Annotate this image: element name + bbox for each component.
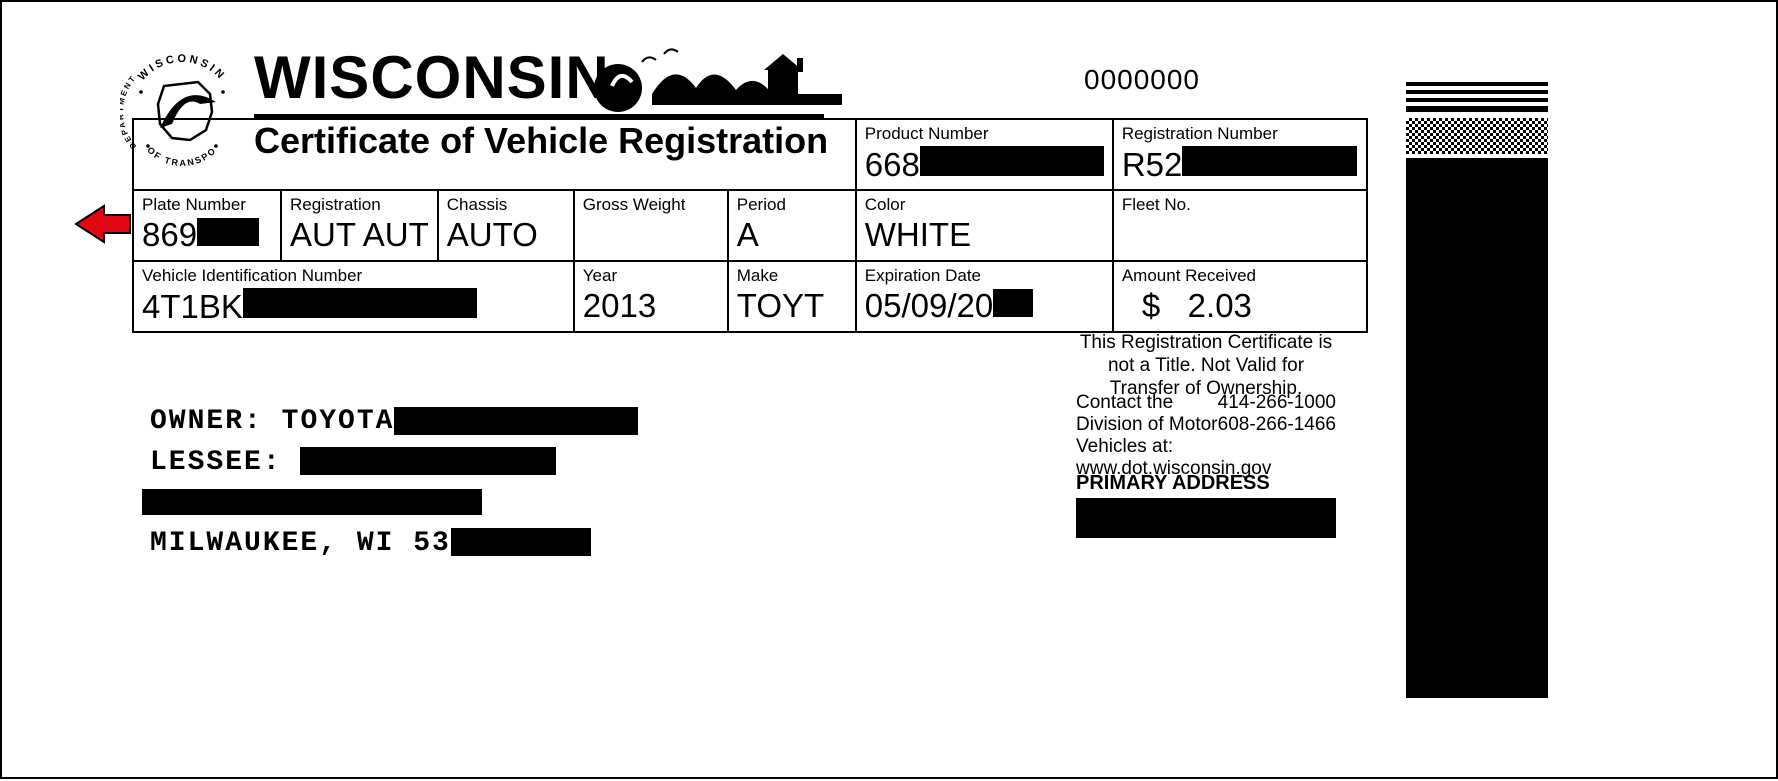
state-name: WISCONSIN xyxy=(254,44,610,111)
field-color: Color WHITE xyxy=(856,190,1113,260)
address-line-1 xyxy=(142,483,638,524)
svg-text:WISCONSIN: WISCONSIN xyxy=(136,53,228,83)
field-product-number: Product Number 668 xyxy=(856,119,1113,190)
field-amount-received: Amount Received $ 2.03 xyxy=(1113,261,1367,332)
field-vin: Vehicle Identification Number 4T1BK xyxy=(133,261,574,332)
primary-address-label: PRIMARY ADDRESS xyxy=(1076,472,1270,495)
owner-lessee-block: OWNER: TOYOTA LESSEE: MILWAUKEE, WI 53 xyxy=(150,402,638,564)
lessee-line: LESSEE: xyxy=(150,443,638,484)
top-sequence-number: 0000000 xyxy=(1084,64,1200,96)
field-chassis: Chassis AUTO xyxy=(438,190,574,260)
header-scene-icon xyxy=(592,48,852,114)
registration-document: WISCONSIN OF TRANSPO DEPARTMENT WISCONSI… xyxy=(2,2,1778,781)
not-a-title-notice: This Registration Certificate is not a T… xyxy=(1076,332,1336,400)
field-gross-weight: Gross Weight xyxy=(574,190,728,260)
primary-address-redaction xyxy=(1076,498,1336,538)
field-registration: Registration AUT AUT xyxy=(281,190,438,260)
field-year: Year 2013 xyxy=(574,261,728,332)
barcode-column-icon xyxy=(1406,82,1548,702)
owner-line: OWNER: TOYOTA xyxy=(150,402,638,443)
registration-fields-table: Product Number 668 Registration Number R… xyxy=(132,118,1368,333)
field-expiration-date: Expiration Date 05/09/20 xyxy=(856,261,1113,332)
city-state-zip-line: MILWAUKEE, WI 53 xyxy=(150,524,638,565)
field-fleet-no: Fleet No. xyxy=(1113,190,1367,260)
field-plate-number: Plate Number 869 xyxy=(133,190,281,260)
contact-block: Contact the414-266-1000 Division of Moto… xyxy=(1076,392,1336,479)
field-period: Period A xyxy=(728,190,856,260)
field-registration-number: Registration Number R52 xyxy=(1113,119,1367,190)
field-make: Make TOYT xyxy=(728,261,856,332)
pointer-arrow-icon xyxy=(74,202,132,246)
